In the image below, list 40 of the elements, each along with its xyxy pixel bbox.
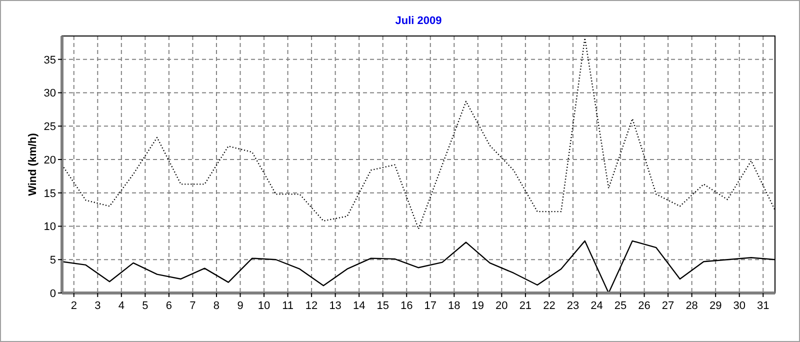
x-tick-label: 28 [686,300,698,312]
x-tick-label: 5 [142,300,148,312]
x-tick-label: 8 [213,300,220,312]
x-tick-label: 31 [756,300,770,312]
x-tick-label: 4 [118,300,124,312]
y-tick-label: 0 [50,288,56,300]
y-tick-label: 10 [44,221,56,234]
x-tick-label: 26 [638,300,650,312]
x-tick-label: 25 [614,300,627,312]
x-tick-label: 14 [352,300,366,312]
x-tick-label: 3 [94,300,101,312]
x-tick-label: 30 [733,300,746,312]
x-tick-label: 6 [166,300,172,312]
x-tick-label: 13 [329,300,342,312]
x-tick-label: 20 [496,300,508,312]
y-tick-label: 30 [44,88,56,100]
x-tick-label: 24 [590,300,603,312]
y-tick-label: 20 [44,154,56,166]
chart-title: Juli 2009 [395,15,442,27]
x-tick-label: 19 [472,300,484,312]
x-tick-label: 9 [237,300,244,312]
x-tick-label: 7 [190,300,196,312]
x-tick-label: 29 [709,300,722,312]
x-tick-label: 17 [424,300,437,312]
x-tick-label: 12 [305,300,318,312]
y-axis-title: Wind (km/h) [27,132,39,196]
x-tick-label: 21 [519,300,532,312]
x-tick-label: 2 [70,300,77,312]
x-tick-label: 11 [282,300,294,312]
x-tick-label: 16 [400,300,413,312]
x-tick-label: 18 [448,300,460,312]
y-tick-label: 25 [44,121,56,134]
y-tick-label: 5 [50,254,56,267]
y-tick-label: 35 [44,54,56,66]
y-tick-label: 15 [44,188,56,200]
x-tick-label: 10 [258,300,270,312]
x-tick-label: 23 [566,300,580,312]
x-tick-label: 22 [543,300,556,312]
x-tick-label: 15 [376,300,389,312]
x-tick-label: 27 [662,300,674,312]
